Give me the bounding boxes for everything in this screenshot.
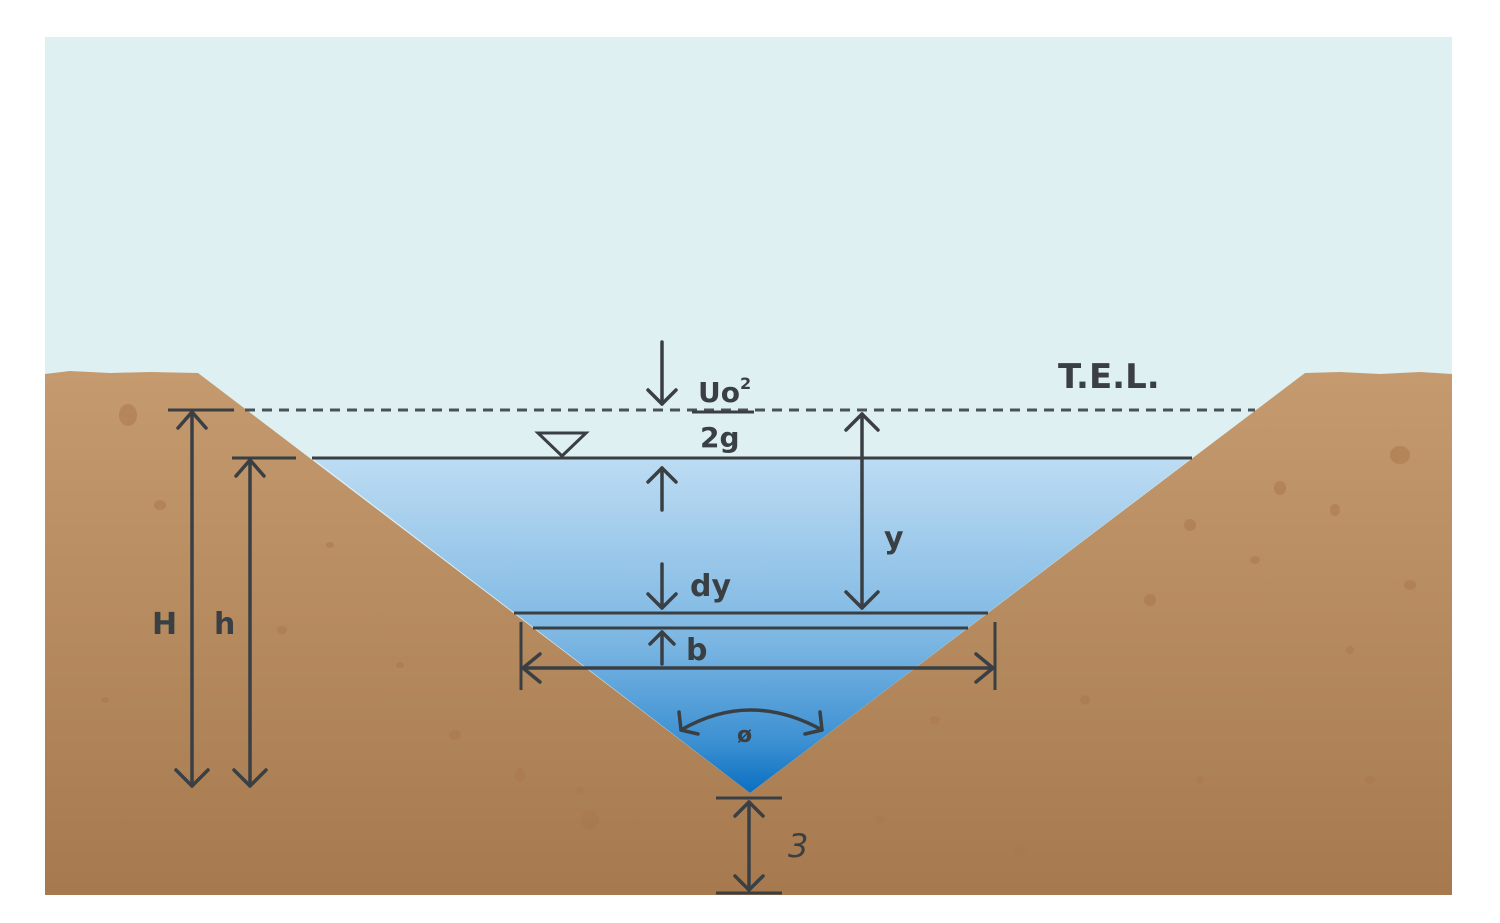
velocity-head-numerator-text: Uo [698, 376, 740, 409]
H-label: H [152, 607, 177, 642]
bed-depth-label: 3 [788, 827, 808, 865]
soil-texture [101, 404, 1416, 855]
y-dimension [844, 412, 880, 610]
y-label: y [884, 521, 904, 556]
right-bank [750, 372, 1452, 895]
left-bank [45, 371, 750, 895]
h-label: h [214, 607, 235, 642]
velocity-head-arrows [646, 340, 678, 512]
tel-label: T.E.L. [1058, 357, 1160, 397]
dy-label: dy [690, 569, 731, 604]
bed-depth-dimension [716, 796, 782, 895]
H-dimension [168, 408, 234, 788]
angle-arc [677, 708, 824, 736]
b-label: b [686, 633, 707, 668]
water-body [312, 458, 1192, 793]
dy-arrows [646, 562, 678, 666]
velocity-head-numerator: Uo2 [698, 374, 751, 409]
h-dimension [232, 456, 296, 788]
velocity-head-exponent: 2 [740, 374, 751, 393]
angle-label: ø [737, 723, 752, 748]
b-dimension [519, 622, 997, 690]
water-surface-symbol [534, 431, 590, 459]
velocity-head-denominator: 2g [700, 421, 740, 454]
